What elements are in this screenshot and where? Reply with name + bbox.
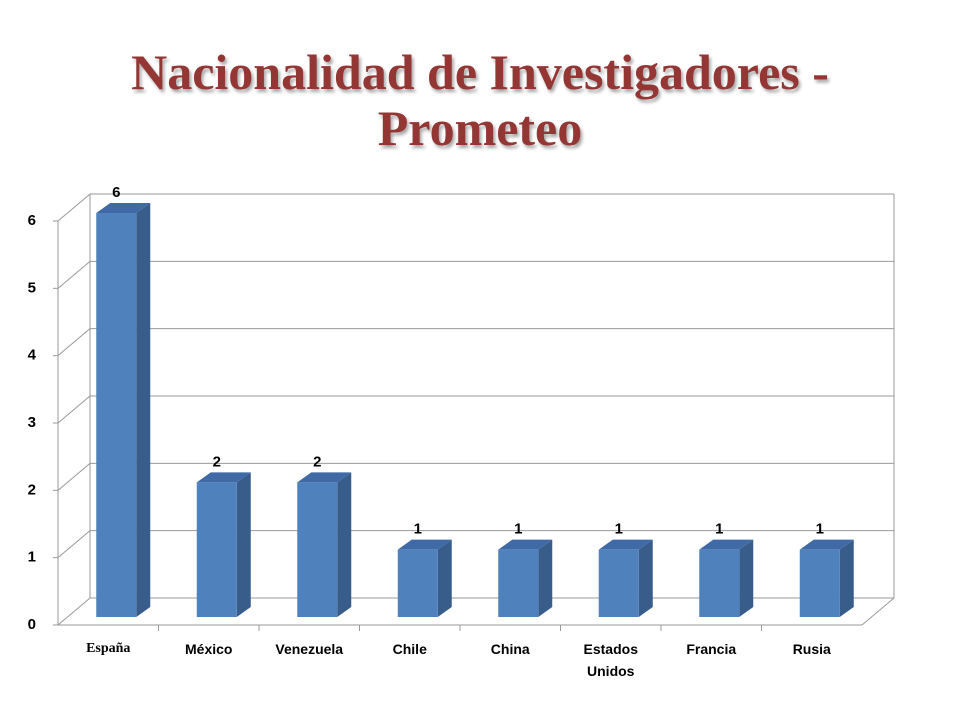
bar-top	[297, 472, 352, 483]
bar-side	[337, 472, 352, 617]
bar-side	[839, 539, 854, 617]
data-label: 1	[615, 521, 623, 538]
data-label: 2	[313, 453, 321, 470]
data-label: 1	[816, 521, 824, 538]
x-tick-label: Venezuela	[275, 641, 344, 657]
data-label: 1	[414, 521, 422, 538]
bar-top	[196, 472, 251, 483]
x-tick-label: Francia	[686, 641, 737, 657]
bar-top	[699, 539, 754, 550]
x-tick-label: Rusia	[792, 641, 831, 657]
bar-top	[598, 539, 653, 550]
bar-side	[638, 539, 653, 617]
y-tick-label: 4	[28, 347, 37, 364]
data-label: 1	[715, 521, 723, 538]
floor-line	[861, 597, 895, 626]
bar-top	[498, 539, 553, 550]
data-label: 1	[514, 521, 522, 538]
grid-line	[57, 260, 91, 289]
grid-line	[57, 462, 91, 491]
y-tick-label: 1	[28, 549, 36, 566]
bar-top	[96, 203, 151, 213]
y-tick-label: 5	[28, 279, 36, 296]
grid-line	[57, 395, 91, 424]
bar	[799, 549, 840, 617]
y-tick-label: 6	[28, 212, 36, 229]
y-tick-label: 3	[28, 414, 36, 431]
chart-title: Nacionalidad de Investigadores - Promete…	[131, 44, 829, 156]
grid-line	[57, 597, 91, 626]
data-label: 6	[112, 184, 120, 201]
grid-line	[57, 193, 91, 222]
x-tick-label: Chile	[392, 641, 427, 657]
grid-line	[57, 328, 91, 357]
bar	[196, 482, 237, 617]
bar	[96, 213, 137, 617]
bar	[598, 549, 639, 617]
grid-line	[57, 530, 91, 559]
x-tick-label: Estados Unidos	[583, 641, 638, 679]
y-tick-label: 0	[28, 616, 36, 633]
bar-side	[739, 539, 754, 617]
bar-side	[136, 203, 151, 617]
x-tick-label: China	[490, 641, 530, 657]
bar	[297, 482, 338, 617]
bar-top	[799, 539, 854, 550]
y-tick-label: 2	[28, 481, 36, 498]
x-tick-label: México	[185, 641, 233, 657]
bar-side	[437, 539, 452, 617]
data-label: 2	[213, 453, 221, 470]
bar-side	[236, 472, 251, 617]
bar	[397, 549, 438, 617]
bar-side	[538, 539, 553, 617]
bar	[699, 549, 740, 617]
bar-top	[397, 539, 452, 550]
x-tick-label: España	[86, 641, 131, 656]
bar	[498, 549, 539, 617]
